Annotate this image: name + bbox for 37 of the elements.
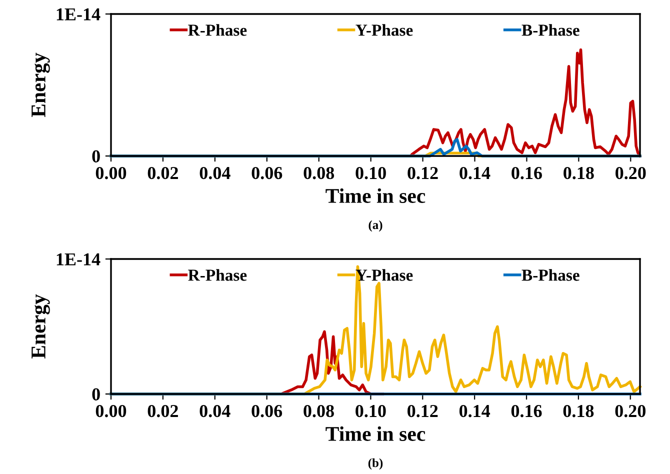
x-tick-label: 0.08 (304, 404, 334, 418)
y-tick-label: 0 (92, 150, 100, 162)
x-tick-label: 0.02 (148, 404, 178, 418)
x-tick-label: 0.00 (96, 404, 126, 418)
x-tick-label: 0.12 (408, 404, 438, 418)
x-tick-label: 0.14 (460, 166, 490, 180)
y-tick-label: 1E-14 (56, 8, 100, 20)
legend-label: Y-Phase (356, 24, 413, 36)
x-tick-label: 0.00 (96, 166, 126, 180)
x-tick-label: 0.10 (356, 166, 386, 180)
legend-label: R-Phase (188, 24, 247, 36)
x-tick-label: 0.20 (615, 404, 646, 418)
legend-label: B-Phase (522, 269, 580, 281)
x-tick-label: 0.18 (563, 404, 594, 418)
x-tick-label: 0.18 (564, 166, 594, 180)
x-tick-label: 0.06 (252, 166, 282, 180)
x-tick-label: 0.02 (148, 166, 178, 180)
y-tick-label: 1E-14 (56, 253, 100, 266)
text: (a) (368, 220, 382, 232)
x-tick-label: 0.04 (200, 404, 230, 418)
x-tick-label: 0.04 (200, 166, 230, 180)
x-tick-label: 0.08 (304, 166, 334, 180)
x-axis-title: Time in sec (326, 426, 426, 442)
x-tick-label: 0.16 (512, 166, 542, 180)
x-tick-label: 0.10 (356, 404, 386, 418)
x-axis-title: Time in sec (326, 188, 426, 204)
x-tick-label: 0.14 (459, 404, 490, 418)
x-tick-label: 0.16 (511, 404, 542, 418)
text: (b) (368, 458, 383, 470)
legend-label: R-Phase (188, 269, 247, 281)
x-tick-label: 0.06 (252, 404, 282, 418)
x-tick-label: 0.20 (616, 166, 646, 180)
legend-label: B-Phase (522, 24, 580, 36)
y-tick-label: 0 (92, 388, 100, 400)
x-tick-label: 0.12 (408, 166, 438, 180)
y-axis-title: Energy (32, 52, 50, 118)
y-axis-title: Energy (32, 294, 50, 359)
